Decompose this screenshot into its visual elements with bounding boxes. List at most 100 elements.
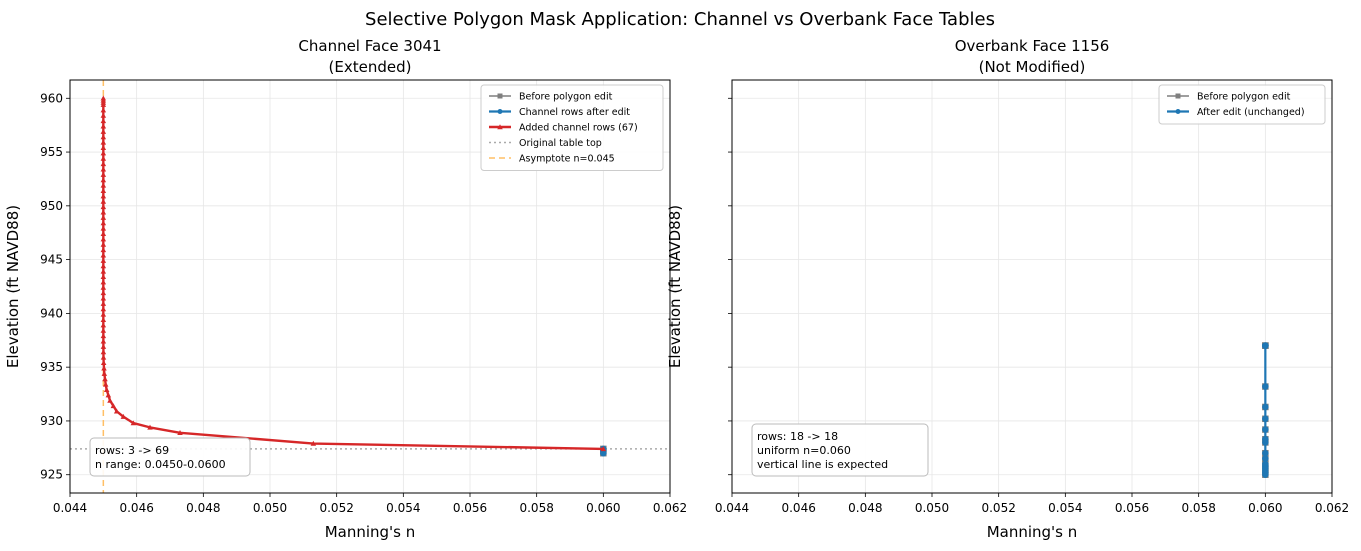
x-tick-label: 0.050	[253, 501, 287, 515]
y-tick-label: 940	[40, 306, 63, 320]
data-point	[101, 365, 107, 371]
x-tick-label: 0.056	[1115, 501, 1149, 515]
data-point	[100, 145, 107, 150]
data-point	[310, 440, 317, 446]
data-point	[130, 420, 137, 426]
plot-frame	[69, 79, 671, 494]
data-point	[100, 327, 107, 333]
plot-area	[70, 80, 670, 493]
data-point	[100, 300, 107, 306]
x-tick-label: 0.052	[319, 501, 353, 515]
legend-box	[1158, 84, 1326, 125]
data-point	[600, 446, 607, 452]
data-point	[100, 118, 107, 124]
data-point	[100, 354, 107, 360]
data-point	[100, 166, 107, 172]
data-point	[100, 123, 107, 129]
y-tick-label: 925	[40, 468, 63, 482]
chart-subtitle: (Not Modified)	[979, 58, 1086, 76]
data-point	[100, 338, 107, 344]
x-tick-label: 0.060	[586, 501, 620, 515]
data-point	[1262, 415, 1269, 423]
x-tick-label: 0.052	[981, 501, 1015, 515]
x-tick-label: 0.044	[53, 501, 87, 515]
x-tick-label: 0.054	[1048, 501, 1082, 515]
figure-title: Selective Polygon Mask Application: Chan…	[365, 9, 995, 30]
data-point	[100, 252, 107, 258]
chart-panel-2: Overbank Face 1156 (Not Modified) 0.044 0.0…	[666, 37, 1349, 541]
data-point	[1262, 403, 1269, 411]
y-tick-label: 955	[40, 145, 63, 159]
data-point	[107, 397, 113, 403]
data-point	[100, 317, 107, 323]
data-point	[100, 225, 107, 231]
data-point	[100, 236, 107, 242]
legend-label: Before polygon edit	[1197, 92, 1291, 103]
data-point	[1262, 435, 1269, 443]
data-point	[100, 268, 107, 274]
y-axis-label: Elevation (ft NAVD88)	[4, 205, 22, 368]
legend: Before polygon edit After edit (unchanged…	[1158, 84, 1326, 125]
annotation-line: n range: 0.0450-0.0600	[95, 458, 226, 471]
data-point	[100, 349, 107, 355]
data-point	[100, 290, 107, 296]
data-point	[103, 387, 110, 392]
legend-label: Original table top	[519, 138, 602, 149]
data-point	[100, 311, 107, 317]
y-tick-label: 945	[40, 253, 63, 267]
legend-marker	[497, 109, 503, 114]
data-point	[1262, 426, 1269, 433]
x-tick-label: 0.054	[386, 501, 420, 515]
legend-label: After edit (unchanged)	[1197, 107, 1305, 118]
data-point	[100, 247, 107, 253]
x-tick-label: 0.046	[119, 501, 153, 515]
legend: Before polygon edit Channel rows after ed…	[480, 84, 664, 171]
x-tick-label: 0.058	[1181, 501, 1215, 515]
data-point	[1262, 342, 1269, 349]
data-point	[177, 430, 183, 435]
data-point	[100, 182, 107, 188]
data-point	[1262, 460, 1269, 468]
data-point	[120, 413, 127, 419]
legend-label: Added channel rows (67)	[519, 123, 638, 134]
data-point	[100, 360, 107, 366]
data-point	[100, 279, 107, 285]
data-point	[100, 188, 107, 193]
data-point	[1262, 449, 1269, 457]
chart-title: Channel Face 3041	[298, 37, 441, 55]
panels: Channel Face 3041 (Extended) 0.044 0.046 0.0…	[4, 37, 1349, 541]
data-point	[100, 139, 107, 145]
data-point	[100, 257, 107, 263]
data-point	[100, 112, 107, 118]
chart-panel-1: Channel Face 3041 (Extended) 0.044 0.046 0.0…	[4, 37, 687, 541]
legend-marker	[1175, 109, 1181, 114]
data-point	[100, 134, 107, 140]
x-tick-label: 0.048	[848, 501, 882, 515]
data-point	[100, 204, 107, 210]
data-point	[102, 376, 108, 382]
x-tick-label: 0.062	[1315, 501, 1349, 515]
y-tick-label: 930	[40, 414, 63, 428]
data-point	[100, 171, 107, 177]
data-point	[100, 220, 107, 226]
chart-subtitle: (Extended)	[329, 58, 412, 76]
data-point	[100, 95, 107, 101]
x-axis-label: Manning's n	[987, 523, 1078, 541]
legend-label: Channel rows after edit	[519, 107, 630, 118]
chart-title: Overbank Face 1156	[955, 37, 1110, 55]
annotation-line: rows: 18 -> 18	[757, 430, 838, 443]
data-point	[1262, 383, 1269, 390]
x-tick-label: 0.062	[653, 501, 687, 515]
annotation-box	[89, 437, 251, 477]
x-tick-label: 0.048	[186, 501, 220, 515]
data-point	[100, 177, 107, 183]
data-point	[102, 381, 109, 387]
data-point	[100, 214, 107, 220]
y-tick-label: 950	[40, 199, 63, 213]
legend-marker	[1175, 93, 1181, 99]
data-point	[100, 263, 107, 269]
y-tick-label: 935	[40, 360, 63, 374]
y-axis-label: Elevation (ft NAVD88)	[666, 205, 684, 368]
annotation: rows: 3 -> 69n range: 0.0450-0.0600	[89, 437, 251, 477]
